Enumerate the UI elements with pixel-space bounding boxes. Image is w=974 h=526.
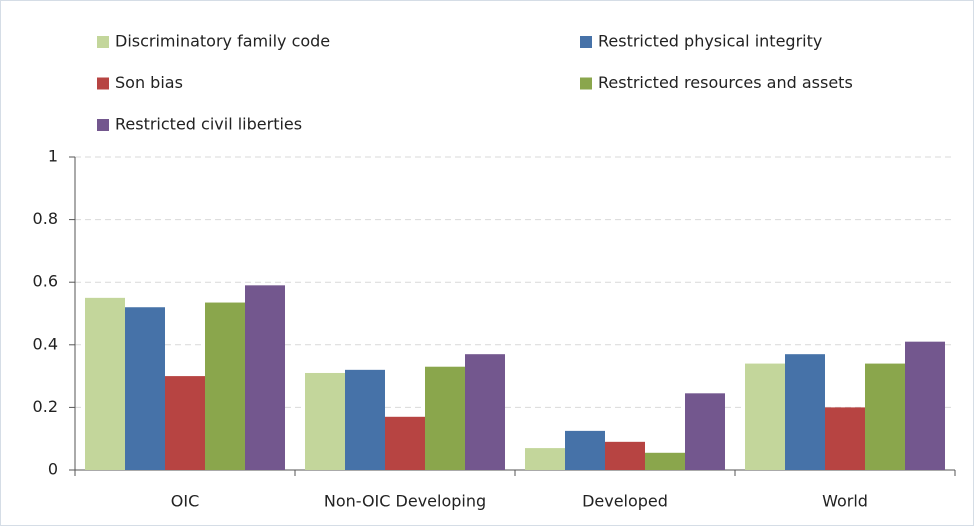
bar xyxy=(525,448,565,470)
legend-label: Son bias xyxy=(115,73,183,92)
bar xyxy=(205,302,245,470)
legend-label: Restricted civil liberties xyxy=(115,115,302,134)
bar xyxy=(905,341,945,470)
bar xyxy=(565,430,605,470)
legend-label: Discriminatory family code xyxy=(115,32,330,51)
bar xyxy=(825,407,865,470)
bar xyxy=(465,354,505,470)
bar xyxy=(305,372,345,470)
bar xyxy=(125,307,165,470)
legend-swatch xyxy=(580,36,592,48)
legend-swatch xyxy=(97,119,109,131)
x-tick-label: Non-OIC Developing xyxy=(324,492,486,511)
bar xyxy=(385,416,425,470)
bar xyxy=(605,441,645,470)
bar xyxy=(425,366,465,470)
x-tick-label: Developed xyxy=(582,492,668,511)
bar xyxy=(85,297,125,470)
y-tick-label: 0.2 xyxy=(33,397,58,416)
legend-swatch xyxy=(97,36,109,48)
legend-swatch xyxy=(580,77,592,90)
y-tick-label: 0.8 xyxy=(33,209,58,228)
bar xyxy=(645,452,685,470)
bar xyxy=(165,376,205,470)
y-tick-label: 0.4 xyxy=(33,334,58,353)
x-tick-label: OIC xyxy=(171,492,199,511)
y-tick-label: 0 xyxy=(48,460,58,479)
x-tick-label: World xyxy=(822,492,868,511)
bar xyxy=(865,363,905,470)
y-tick-label: 1 xyxy=(48,147,58,166)
bar xyxy=(745,363,785,470)
legend-label: Restricted physical integrity xyxy=(598,32,822,51)
bar xyxy=(785,354,825,470)
y-tick-label: 0.6 xyxy=(33,272,58,291)
legend-swatch xyxy=(97,77,109,90)
bar xyxy=(685,393,725,470)
bar xyxy=(345,369,385,470)
bar xyxy=(245,285,285,470)
legend-label: Restricted resources and assets xyxy=(598,73,853,92)
